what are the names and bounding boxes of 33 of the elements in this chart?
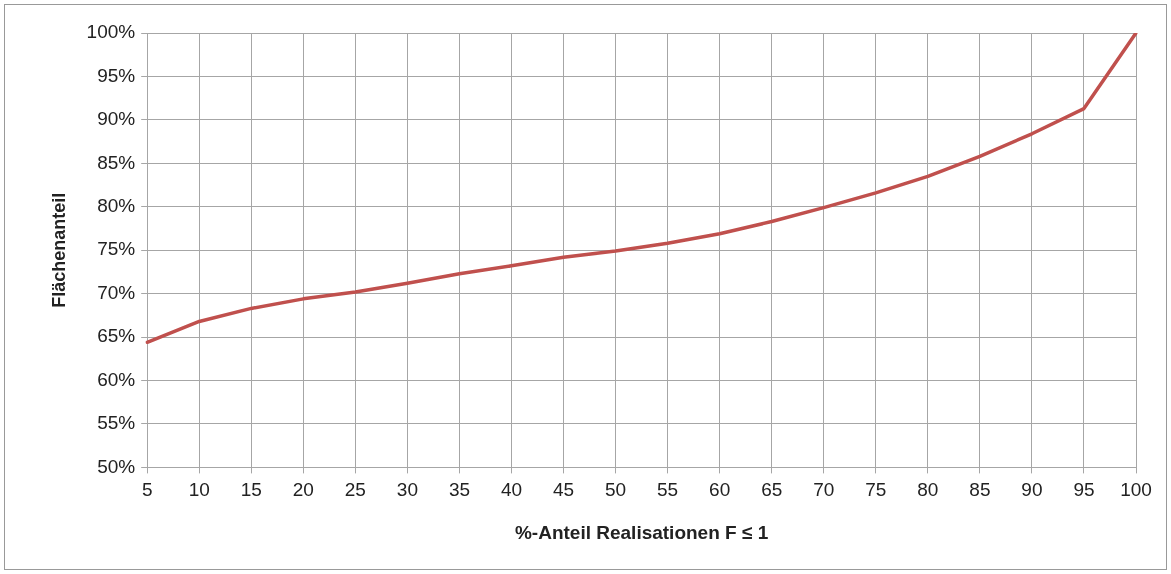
y-tick-label: 60% [97,368,136,390]
x-tick-label: 10 [188,479,210,501]
y-tick-label: 100% [86,21,136,43]
x-tick-label: 45 [552,479,575,501]
x-tick-label: 85 [969,479,991,501]
x-tick-label: 35 [448,479,471,501]
x-tick-label: 70 [813,479,835,501]
y-tick-label: 80% [97,194,136,216]
x-tick-label: 95 [1073,479,1095,501]
x-tick-label: 20 [292,479,314,501]
x-tick-label: 75 [865,479,887,501]
x-tick-label: 50 [605,479,627,501]
y-tick-label: 65% [97,325,136,347]
x-tick-label: 25 [344,479,366,501]
y-tick-label: 95% [97,64,136,86]
x-tick-label: 90 [1021,479,1043,501]
x-tick-label: 40 [500,479,523,501]
y-tick-label: 90% [97,108,136,130]
y-tick-label: 50% [97,455,136,477]
y-tick-label: 55% [97,412,136,434]
x-tick-label: 65 [761,479,783,501]
x-tick-label: 100 [1120,479,1152,501]
x-tick-label: 55 [657,479,679,501]
x-axis-title: %-Anteil Realisationen F ≤ 1 [514,521,769,543]
x-tick-label: 5 [141,479,153,501]
x-tick-label: 60 [709,479,731,501]
x-tick-label: 80 [917,479,939,501]
y-axis-title: Flächenanteil [48,192,69,308]
y-tick-label: 70% [97,281,136,303]
x-tick-label: 15 [240,479,262,501]
y-tick-label: 75% [97,238,136,260]
y-tick-label: 85% [97,151,136,173]
x-tick-label: 30 [396,479,418,501]
